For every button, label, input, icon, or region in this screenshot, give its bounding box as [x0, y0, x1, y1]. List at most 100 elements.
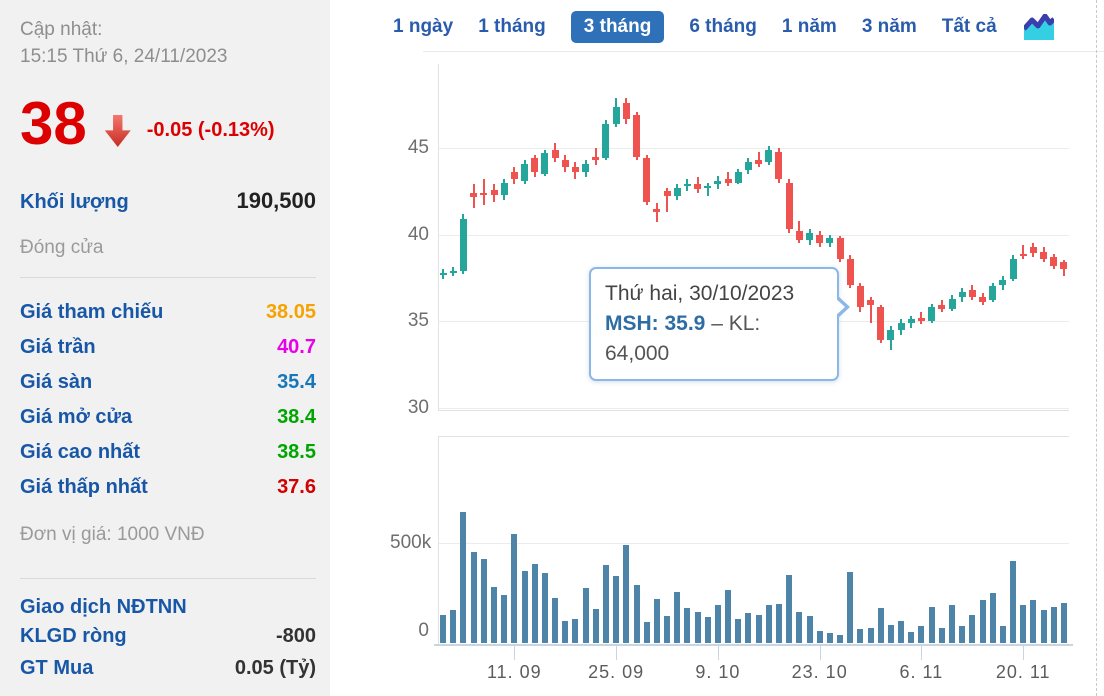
candle[interactable] — [867, 300, 874, 306]
candle[interactable] — [602, 123, 610, 159]
volume-bar[interactable] — [938, 628, 945, 643]
tab-6-tháng[interactable]: 6 tháng — [689, 16, 757, 37]
candle[interactable] — [1019, 253, 1027, 256]
volume-bar[interactable] — [796, 611, 803, 643]
candle[interactable] — [490, 189, 498, 195]
volume-bar[interactable] — [908, 632, 915, 643]
volume-bar[interactable] — [826, 633, 833, 643]
volume-bar[interactable] — [450, 609, 457, 643]
tab-Tất-cả[interactable]: Tất cả — [941, 16, 997, 37]
candle[interactable] — [887, 329, 895, 340]
volume-bar[interactable] — [470, 551, 477, 643]
volume-bar[interactable] — [643, 621, 650, 643]
volume-bar[interactable] — [989, 592, 996, 643]
candle[interactable] — [561, 160, 569, 167]
candle[interactable] — [958, 291, 966, 297]
candle[interactable] — [1050, 257, 1058, 266]
area-chart-icon[interactable] — [1023, 14, 1054, 40]
candle[interactable] — [1009, 258, 1017, 280]
candle[interactable] — [928, 307, 936, 321]
volume-bar[interactable] — [480, 558, 487, 643]
tab-1-năm[interactable]: 1 năm — [781, 16, 837, 37]
candle[interactable] — [979, 296, 986, 302]
volume-bar[interactable] — [1060, 603, 1067, 643]
volume-bar[interactable] — [725, 589, 732, 643]
candle[interactable] — [673, 187, 681, 197]
volume-bar[interactable] — [847, 571, 854, 643]
volume-bar[interactable] — [1010, 560, 1016, 643]
volume-bar[interactable] — [684, 608, 691, 643]
volume-bar[interactable] — [592, 609, 599, 643]
candle[interactable] — [551, 149, 559, 159]
volume-bar[interactable] — [765, 605, 772, 643]
candle[interactable] — [1060, 262, 1068, 270]
candle[interactable] — [480, 193, 488, 195]
volume-bar[interactable] — [491, 586, 497, 643]
volume-bar[interactable] — [562, 620, 569, 643]
candle[interactable] — [806, 232, 813, 240]
candle[interactable] — [500, 182, 508, 195]
volume-bar[interactable] — [541, 573, 548, 643]
volume-bar[interactable] — [440, 614, 447, 643]
candle[interactable] — [907, 319, 915, 323]
volume-bar[interactable] — [674, 591, 681, 643]
candle[interactable] — [968, 289, 976, 297]
candle[interactable] — [683, 184, 691, 187]
candle[interactable] — [816, 234, 824, 244]
candle[interactable] — [592, 156, 600, 161]
candle[interactable] — [510, 172, 518, 180]
volume-bar[interactable] — [999, 625, 1006, 643]
volume-bar[interactable] — [613, 576, 620, 643]
candle[interactable] — [989, 286, 997, 301]
volume-bar[interactable] — [857, 628, 864, 643]
tab-3-năm[interactable]: 3 năm — [861, 16, 917, 37]
volume-bar[interactable] — [714, 605, 721, 643]
volume-bar[interactable] — [582, 587, 589, 643]
volume-bar[interactable] — [969, 614, 976, 643]
volume-bar[interactable] — [755, 614, 762, 643]
candle[interactable] — [704, 186, 712, 189]
volume-bar[interactable] — [959, 625, 966, 643]
volume-bar[interactable] — [552, 598, 558, 643]
candle[interactable] — [755, 160, 763, 164]
candle[interactable] — [846, 258, 854, 285]
candle[interactable] — [582, 163, 590, 173]
volume-bar[interactable] — [694, 611, 701, 643]
candle[interactable] — [1029, 246, 1037, 254]
candle[interactable] — [836, 238, 844, 259]
candle[interactable] — [734, 172, 742, 183]
volume-bar[interactable] — [979, 600, 986, 643]
candle[interactable] — [724, 179, 732, 183]
candle[interactable] — [622, 103, 630, 119]
volume-bar[interactable] — [867, 627, 874, 643]
volume-bar[interactable] — [511, 534, 518, 643]
volume-bar[interactable] — [633, 584, 640, 643]
volume-bar[interactable] — [460, 512, 467, 643]
volume-bar[interactable] — [664, 615, 670, 644]
volume-bar[interactable] — [918, 625, 925, 643]
candle[interactable] — [1040, 251, 1048, 259]
volume-bar[interactable] — [1030, 600, 1037, 643]
candle[interactable] — [744, 161, 752, 171]
volume-bar[interactable] — [704, 616, 711, 643]
candle[interactable] — [633, 115, 640, 157]
volume-bar[interactable] — [786, 575, 793, 643]
volume-bar[interactable] — [928, 606, 935, 643]
candle[interactable] — [856, 286, 864, 308]
candle[interactable] — [917, 317, 925, 321]
volume-bar[interactable] — [653, 599, 660, 643]
candle[interactable] — [439, 272, 447, 275]
candle[interactable] — [531, 158, 539, 173]
tab-1-ngày[interactable]: 1 ngày — [393, 16, 454, 37]
candle[interactable] — [775, 151, 783, 180]
volume-bar[interactable] — [1040, 609, 1047, 643]
candle[interactable] — [653, 208, 661, 213]
candle[interactable] — [449, 270, 457, 273]
volume-bar[interactable] — [806, 615, 813, 644]
candle[interactable] — [470, 193, 478, 197]
volume-bar[interactable] — [735, 618, 742, 643]
candle[interactable] — [459, 218, 467, 271]
candle[interactable] — [948, 298, 956, 309]
candle[interactable] — [877, 307, 885, 341]
volume-bar[interactable] — [898, 621, 905, 643]
